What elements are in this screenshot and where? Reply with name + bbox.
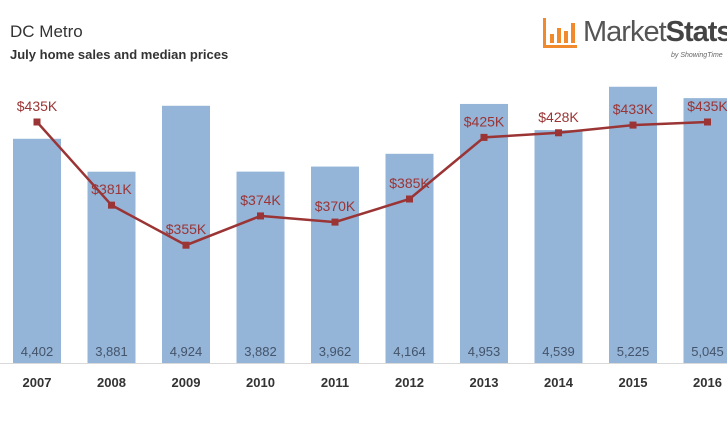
price-label: $385K: [389, 175, 430, 191]
price-label: $435K: [17, 98, 58, 114]
x-tick-label: 2015: [619, 375, 648, 390]
price-marker-2013: [480, 133, 488, 141]
price-marker-2011: [331, 218, 339, 226]
price-marker-2007: [33, 118, 41, 126]
price-marker-2008: [108, 201, 115, 209]
price-label: $425K: [464, 113, 505, 129]
x-tick-label: 2008: [97, 375, 126, 390]
logo-text: MarketStats: [583, 16, 727, 48]
price-marker-2009: [182, 241, 190, 249]
x-tick-label: 2016: [693, 375, 722, 390]
bar-2011: [311, 166, 359, 363]
bar-2012: [385, 153, 434, 363]
x-tick-label: 2011: [321, 375, 349, 390]
price-label: $428K: [538, 109, 579, 125]
bar-value-label: 5,045: [691, 344, 724, 359]
bar-chart-logo-icon: [543, 18, 577, 48]
price-marker-2015: [629, 121, 637, 129]
bar-value-label: 4,953: [468, 344, 501, 359]
x-tick-label: 2012: [395, 375, 424, 390]
bar-2010: [236, 171, 285, 363]
bar-value-label: 4,539: [542, 344, 575, 359]
price-label: $435K: [687, 98, 727, 114]
bar-value-label: 4,924: [170, 344, 203, 359]
price-label: $381K: [91, 181, 132, 197]
bar-2009: [162, 105, 210, 363]
x-tick-label: 2007: [23, 375, 52, 390]
price-label: $355K: [166, 221, 207, 237]
bar-value-label: 3,882: [244, 344, 277, 359]
price-marker-2014: [555, 129, 562, 137]
price-marker-2016: [704, 118, 711, 126]
bar-value-label: 3,962: [319, 344, 352, 359]
bar-2015: [609, 86, 657, 363]
bar-value-label: 4,164: [393, 344, 426, 359]
bar-2008: [87, 171, 136, 363]
x-tick-label: 2014: [544, 375, 574, 390]
chart-title: DC Metro: [10, 22, 83, 41]
price-line: [36, 120, 708, 247]
price-label: $370K: [315, 198, 356, 214]
marketstats-logo: MarketStats by ShowingTime: [543, 16, 727, 76]
price-marker-2010: [257, 212, 264, 220]
price-label: $433K: [613, 101, 654, 117]
bar-value-label: 4,402: [21, 344, 54, 359]
price-label: $374K: [240, 192, 281, 208]
price-marker-2012: [406, 195, 413, 203]
x-tick-label: 2009: [172, 375, 201, 390]
bar-2014: [534, 130, 583, 363]
bar-2007: [13, 138, 61, 363]
x-tick-label: 2013: [470, 375, 499, 390]
x-tick-label: 2010: [246, 375, 275, 390]
bar-2013: [460, 103, 508, 363]
bar-value-label: 5,225: [617, 344, 650, 359]
bar-2016: [683, 98, 727, 364]
chart-subtitle: July home sales and median prices: [10, 47, 229, 62]
logo-tagline: by ShowingTime: [671, 52, 723, 59]
bar-value-label: 3,881: [95, 344, 128, 359]
